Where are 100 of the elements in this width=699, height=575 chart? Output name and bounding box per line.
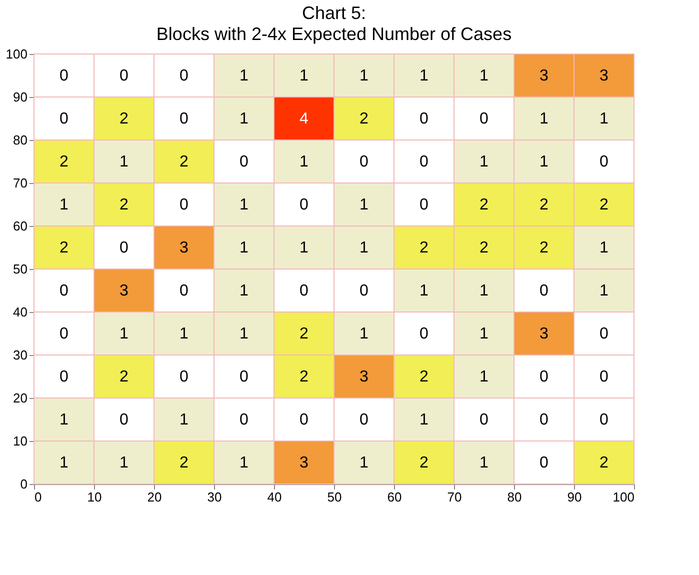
x-tick-label: 80 (507, 490, 522, 504)
data-label: 1 (120, 326, 129, 342)
x-tick-label: 20 (147, 490, 162, 504)
data-label: 0 (360, 282, 369, 300)
data-label: 0 (420, 110, 429, 128)
data-label: 2 (360, 110, 369, 128)
data-label: 0 (420, 154, 429, 170)
chart-title: Chart 5: (302, 3, 366, 23)
data-label: 0 (60, 110, 69, 128)
data-label: 0 (600, 368, 609, 386)
data-label: 1 (360, 68, 369, 84)
data-label: 1 (480, 326, 489, 342)
data-label: 1 (600, 110, 609, 128)
data-label: 3 (540, 68, 549, 84)
data-label: 2 (120, 368, 129, 386)
data-label: 0 (360, 154, 369, 170)
data-label: 3 (540, 326, 549, 342)
x-tick-label: 30 (207, 490, 222, 504)
data-label: 1 (300, 68, 309, 84)
data-label: 0 (60, 68, 69, 84)
data-label: 0 (600, 326, 609, 342)
data-label: 1 (420, 68, 429, 84)
data-label: 1 (120, 154, 129, 170)
data-label: 0 (180, 196, 189, 214)
data-label: 0 (300, 282, 309, 300)
data-label: 0 (180, 68, 189, 84)
data-label: 0 (120, 240, 129, 256)
data-label: 1 (360, 240, 369, 256)
data-label: 0 (540, 454, 549, 472)
data-label: 2 (420, 454, 429, 472)
data-label: 3 (120, 282, 129, 300)
data-label: 1 (240, 282, 249, 300)
data-label: 0 (180, 110, 189, 128)
data-label: 0 (540, 368, 549, 386)
y-tick-label: 40 (13, 304, 28, 320)
data-label: 1 (300, 240, 309, 256)
data-label: 1 (240, 454, 249, 472)
data-label: 0 (540, 282, 549, 300)
data-label: 1 (480, 154, 489, 170)
data-label: 0 (120, 412, 129, 428)
data-label: 1 (480, 454, 489, 472)
data-label: 2 (600, 196, 609, 214)
y-tick-label: 0 (20, 476, 28, 492)
data-label: 1 (180, 326, 189, 342)
data-label: 2 (600, 454, 609, 472)
data-label: 0 (420, 196, 429, 214)
data-label: 1 (360, 454, 369, 472)
data-label: 2 (480, 196, 489, 214)
data-label: 3 (360, 368, 369, 386)
data-label: 2 (180, 454, 189, 472)
data-label: 0 (180, 282, 189, 300)
data-label: 1 (360, 196, 369, 214)
data-label: 1 (600, 240, 609, 256)
data-label: 1 (240, 240, 249, 256)
data-label: 1 (120, 454, 129, 472)
data-label: 1 (480, 282, 489, 300)
y-tick-label: 100 (6, 46, 28, 62)
data-label: 1 (600, 282, 609, 300)
y-tick-label: 80 (13, 132, 28, 148)
x-tick-label: 0 (34, 490, 42, 504)
data-label: 2 (480, 240, 489, 256)
data-label: 0 (300, 412, 309, 428)
data-label: 0 (540, 412, 549, 428)
data-label: 2 (180, 154, 189, 170)
data-label: 1 (360, 326, 369, 342)
data-label: 1 (420, 282, 429, 300)
data-label: 1 (240, 326, 249, 342)
data-label: 0 (60, 326, 69, 342)
data-label: 1 (60, 412, 69, 428)
data-label: 0 (360, 412, 369, 428)
y-tick-label: 20 (13, 390, 28, 406)
data-label: 1 (60, 196, 69, 214)
y-tick-label: 30 (13, 348, 28, 362)
data-label: 0 (240, 412, 249, 428)
data-label: 0 (60, 368, 69, 386)
data-label: 0 (240, 154, 249, 170)
data-label: 3 (180, 240, 189, 256)
data-label: 2 (420, 368, 429, 386)
data-label: 1 (240, 68, 249, 84)
x-tick-label: 50 (327, 490, 342, 504)
y-tick-label: 10 (13, 434, 28, 448)
data-label: 2 (120, 196, 129, 214)
chart-subtitle: Blocks with 2-4x Expected Number of Cases (156, 24, 512, 44)
data-label: 0 (480, 412, 489, 428)
data-label: 1 (480, 368, 489, 386)
x-tick-label: 10 (87, 490, 102, 504)
data-label: 0 (420, 326, 429, 342)
x-tick-label: 40 (267, 490, 282, 504)
data-label: 2 (540, 196, 549, 214)
data-label: 3 (300, 454, 309, 472)
data-label: 0 (60, 282, 69, 300)
data-label: 3 (600, 68, 609, 84)
data-label: 1 (540, 154, 549, 170)
data-label: 2 (300, 368, 309, 386)
data-label: 0 (600, 154, 609, 170)
data-label: 0 (480, 110, 489, 128)
data-label: 0 (300, 196, 309, 214)
y-tick-label: 90 (13, 90, 28, 104)
data-label: 0 (600, 412, 609, 428)
data-label: 0 (120, 68, 129, 84)
